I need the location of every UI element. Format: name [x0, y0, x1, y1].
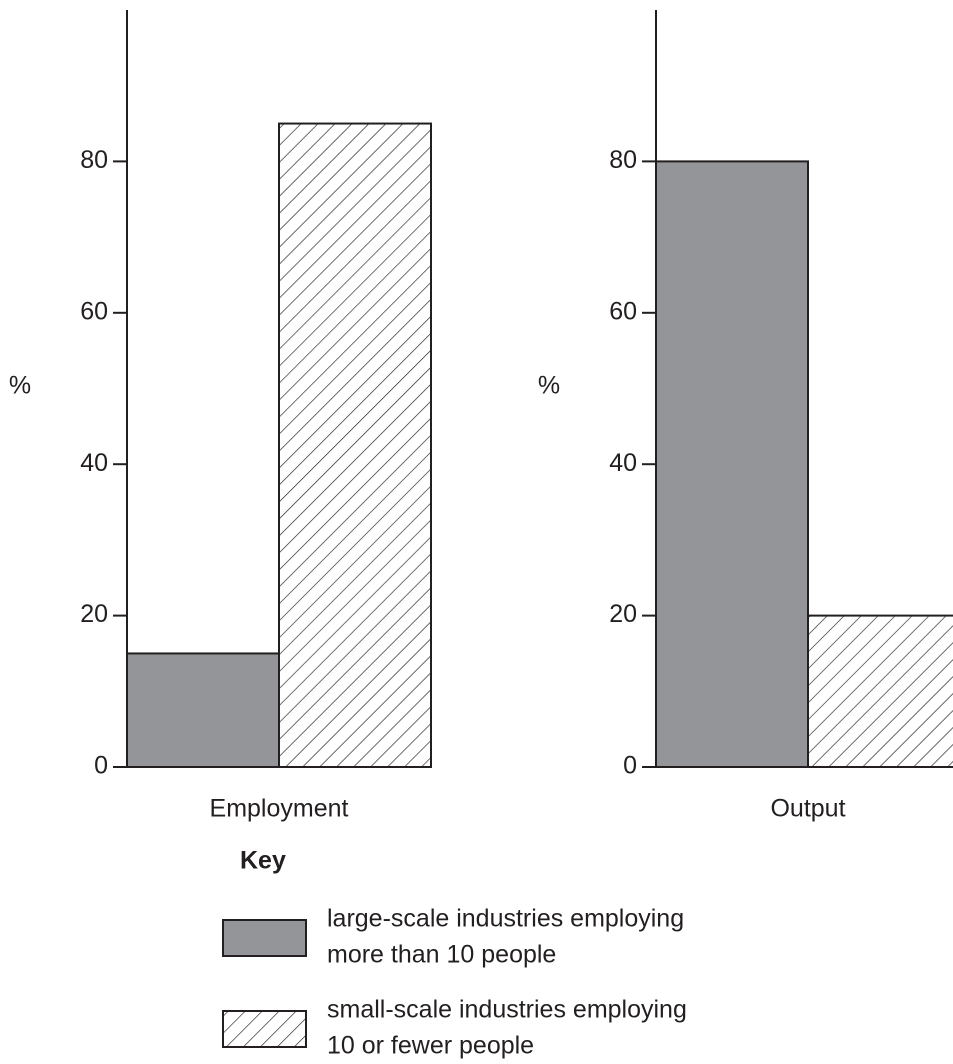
- y-tick-label: 60: [609, 297, 637, 325]
- bar: [655, 160, 809, 768]
- bar: [807, 614, 953, 768]
- y-tick-label: 80: [80, 146, 108, 174]
- y-tick-label: 40: [80, 449, 108, 477]
- y-axis-label: %: [538, 372, 560, 400]
- y-tick-label: 0: [94, 752, 108, 780]
- y-tick-label: 40: [609, 449, 637, 477]
- key-title: Key: [240, 847, 286, 875]
- key-label: more than 10 people: [327, 941, 556, 969]
- y-tick-label: 20: [609, 600, 637, 628]
- x-tick-label: Output: [770, 795, 845, 823]
- y-tick-label: 0: [623, 752, 637, 780]
- bar: [126, 652, 280, 769]
- bar: [278, 122, 432, 769]
- y-tick-label: 60: [80, 297, 108, 325]
- key-label: 10 or fewer people: [327, 1032, 534, 1060]
- y-tick-label: 80: [609, 146, 637, 174]
- y-tick-label: 20: [80, 600, 108, 628]
- key-label: large-scale industries employing: [327, 905, 684, 933]
- x-tick-label: Employment: [210, 795, 349, 823]
- key-swatch: [222, 1010, 307, 1048]
- key-swatch: [222, 919, 307, 957]
- key-label: small-scale industries employing: [327, 996, 687, 1024]
- y-axis-label: %: [9, 372, 31, 400]
